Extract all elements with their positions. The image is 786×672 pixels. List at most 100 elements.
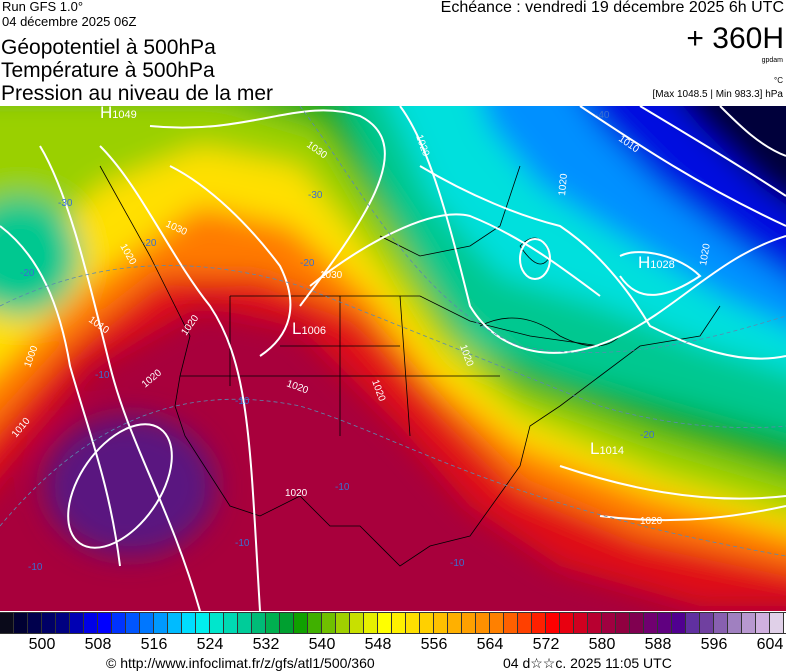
legend-swatch <box>434 613 448 633</box>
legend-swatch <box>392 613 406 633</box>
svg-text:-30: -30 <box>58 198 73 209</box>
legend-tick-label: 532 <box>252 636 280 653</box>
legend-swatch <box>616 613 630 633</box>
legend-tick-label: 548 <box>364 636 392 653</box>
legend-swatch <box>154 613 168 633</box>
geopotential-field <box>0 106 786 606</box>
legend-tick-label: 604 <box>756 636 784 653</box>
legend-tick-label: 556 <box>420 636 448 653</box>
svg-text:1020: 1020 <box>698 242 713 266</box>
svg-text:-10: -10 <box>95 370 110 381</box>
legend-tick-label: 524 <box>196 636 224 653</box>
pressure-max-min: [Max 1048.5 | Min 983.3] hPa <box>652 89 783 100</box>
svg-text:-30: -30 <box>308 190 323 201</box>
legend-swatch <box>70 613 84 633</box>
legend-tick-label: 516 <box>140 636 168 653</box>
legend-swatch <box>560 613 574 633</box>
legend-swatch <box>546 613 560 633</box>
legend-swatch <box>294 613 308 633</box>
svg-text:-10: -10 <box>235 396 250 407</box>
legend-swatch <box>350 613 364 633</box>
legend-swatch <box>644 613 658 633</box>
svg-text:1030: 1030 <box>320 270 343 281</box>
svg-text:1020: 1020 <box>557 173 570 197</box>
unit-geopotential: gpdam <box>761 57 783 64</box>
legend-swatch <box>336 613 350 633</box>
legend-swatch <box>322 613 336 633</box>
unit-temperature: °C <box>774 76 783 85</box>
legend-swatch <box>588 613 602 633</box>
legend-swatch <box>112 613 126 633</box>
legend-swatch <box>98 613 112 633</box>
legend-swatch <box>672 613 686 633</box>
legend-swatch <box>364 613 378 633</box>
legend-swatch <box>168 613 182 633</box>
legend-swatch <box>756 613 770 633</box>
legend-swatch <box>252 613 266 633</box>
forecast-hour: + 360H <box>686 22 784 55</box>
legend-swatch <box>504 613 518 633</box>
legend-swatch <box>266 613 280 633</box>
legend-tick-label: 500 <box>28 636 56 653</box>
legend-tick-label: 588 <box>644 636 672 653</box>
legend-tick-label: 540 <box>308 636 336 653</box>
title-geopotential: Géopotentiel à 500hPa <box>1 36 216 59</box>
svg-text:1020: 1020 <box>640 516 663 527</box>
legend-swatch <box>574 613 588 633</box>
legend-swatch <box>378 613 392 633</box>
high-center: H1049 <box>100 106 137 122</box>
legend-tick-label: 572 <box>532 636 560 653</box>
legend-swatch <box>42 613 56 633</box>
forecast-time: Echéance : vendredi 19 décembre 2025 6h … <box>440 0 784 16</box>
temperature-labels: -30 -30 -20 -20 -20 -10 -10 -10 -10 -10 … <box>20 110 655 573</box>
svg-text:-10: -10 <box>28 562 43 573</box>
run-date: 04 décembre 2025 06Z <box>2 14 137 29</box>
svg-text:1020: 1020 <box>285 488 308 499</box>
legend-swatch <box>420 613 434 633</box>
svg-text:-20: -20 <box>142 238 157 249</box>
legend-swatch <box>238 613 252 633</box>
legend-swatch <box>742 613 756 633</box>
legend-swatch <box>686 613 700 633</box>
pressure-centers: H1049 L1006 H1028 L1014 <box>100 106 675 458</box>
legend-swatch <box>700 613 714 633</box>
legend-swatch <box>658 613 672 633</box>
legend-swatch <box>602 613 616 633</box>
legend-swatch <box>182 613 196 633</box>
legend-swatch <box>770 613 784 633</box>
legend-swatch <box>196 613 210 633</box>
legend-swatch <box>714 613 728 633</box>
legend-swatch <box>140 613 154 633</box>
svg-text:-20: -20 <box>640 430 655 441</box>
legend-swatch <box>630 613 644 633</box>
legend-swatch <box>224 613 238 633</box>
legend-tick-label: 508 <box>84 636 112 653</box>
title-pressure: Pression au niveau de la mer <box>1 82 273 105</box>
legend-swatch <box>462 613 476 633</box>
legend-swatch <box>728 613 742 633</box>
legend-swatch <box>0 613 14 633</box>
legend-swatch <box>518 613 532 633</box>
legend-tick-label: 596 <box>700 636 728 653</box>
legend-tick-label: 564 <box>476 636 504 653</box>
legend-swatch <box>476 613 490 633</box>
svg-text:-20: -20 <box>300 258 315 269</box>
source-url: © http://www.infoclimat.fr/z/gfs/atl1/50… <box>106 655 375 671</box>
legend-swatch <box>14 613 28 633</box>
svg-text:-10: -10 <box>235 538 250 549</box>
run-label: Run GFS 1.0° <box>2 0 84 14</box>
legend-tick-label: 580 <box>588 636 616 653</box>
legend-swatch <box>308 613 322 633</box>
legend-swatch <box>126 613 140 633</box>
svg-text:-20: -20 <box>20 268 35 279</box>
svg-text:-10: -10 <box>335 482 350 493</box>
color-legend <box>0 612 786 634</box>
generated-time: 04 d☆☆c. 2025 11:05 UTC <box>503 655 672 671</box>
legend-swatch <box>448 613 462 633</box>
legend-swatch <box>56 613 70 633</box>
isobars <box>0 106 786 611</box>
svg-text:-40: -40 <box>595 110 610 121</box>
legend-swatch <box>280 613 294 633</box>
legend-swatch <box>210 613 224 633</box>
